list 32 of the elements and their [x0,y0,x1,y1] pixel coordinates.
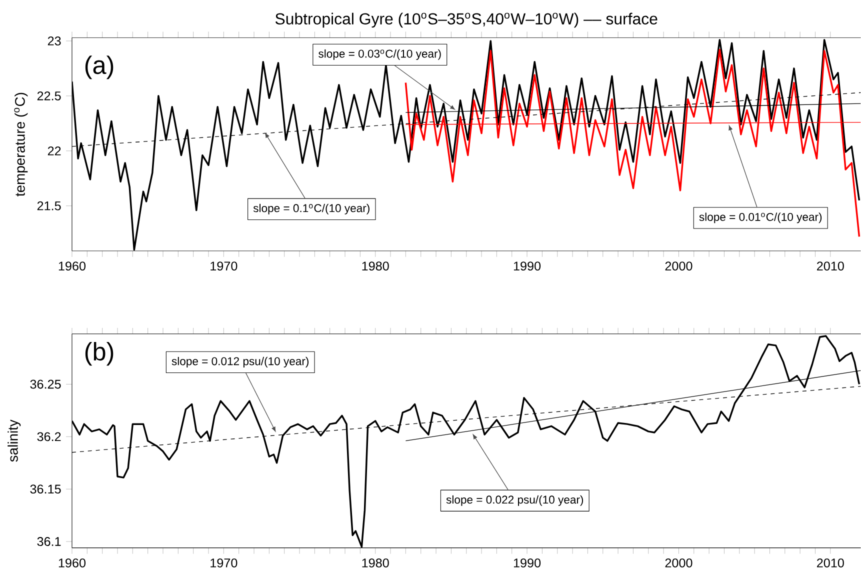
x-tick-label: 2000 [665,262,692,271]
y-tick-label: 36.25 [30,380,61,389]
line-series [72,335,860,548]
annotation: (b) [85,342,114,366]
x-tick-label: 1960 [58,262,86,271]
y-tick-label: 36.1 [37,537,61,546]
x-tick-label: 1960 [58,558,86,568]
y-axis-title: temperature ($^{o}$C) [14,92,28,196]
annotation: slope = 0.012 psu/(10 year) [172,357,308,368]
x-tick-label: 1980 [362,262,389,271]
annotation: slope = 0.03$^{o}$C/(10 year) [318,49,441,60]
x-tick-label: 1990 [514,558,541,568]
y-tick-label: 36.2 [37,432,61,442]
x-tick-label: 1970 [210,558,238,568]
annotation: (a) [85,56,114,80]
x-tick-label: 1990 [514,262,541,271]
x-tick-label: 2010 [816,558,844,568]
y-tick-label: 21.5 [37,201,61,210]
annotation: slope = 0.01$^{o}$C/(10 year) [699,212,822,224]
y-tick-label: 23 [48,36,61,46]
y-tick-label: 22.5 [37,92,61,100]
line-series [72,39,860,251]
annotation: slope = 0.022 psu/(10 year) [446,495,584,506]
annotation: slope = 0.1$^{o}$C/(10 year) [253,204,370,214]
x-tick-label: 1980 [362,558,389,568]
y-tick-label: 36.15 [30,484,61,494]
x-tick-label: 2000 [665,558,692,568]
chart-title: Subtropical Gyre (10$^{o}$S–35$^{o}$S,40$^{o}$W–10$^{o}$W) –– surface [275,12,658,28]
y-axis-title: salinity [8,420,21,462]
x-tick-label: 2010 [816,262,844,271]
y-tick-label: 22 [48,146,61,156]
x-tick-label: 1970 [210,262,238,271]
